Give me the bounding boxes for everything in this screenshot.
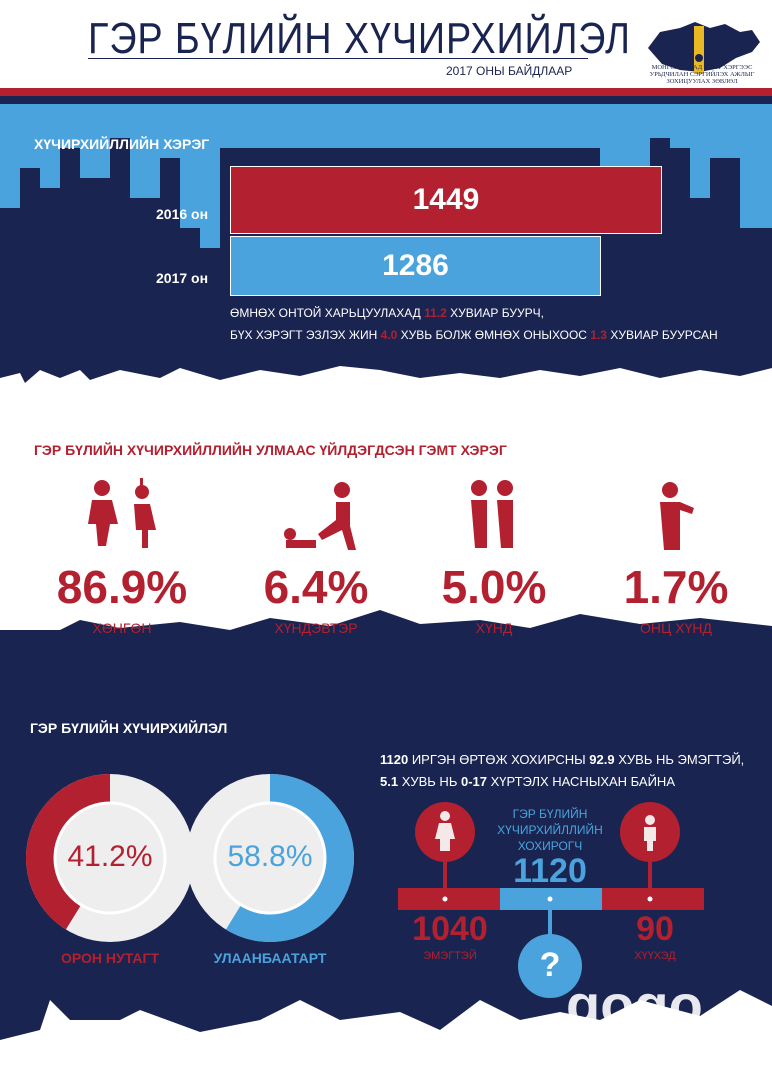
bar-2017: 1286: [230, 236, 601, 296]
children-label: ХҮҮХЭД: [634, 950, 676, 962]
city-value: 58.8%: [227, 840, 313, 873]
victims-note-line1: 1120 ИРГЭН ӨРТӨЖ ХОХИРСНЫ 92.9 ХУВЬ НЬ Э…: [380, 752, 745, 767]
severity-severe-label: ХҮНД: [475, 620, 513, 636]
logo-text: МОНГОЛ УЛСАД ГЭМТ ХЭРГЭЭС УРЬДЧИЛАН СЭРГ…: [649, 64, 755, 85]
victims-center-label: ГЭР БҮЛИЙН ХҮЧИРХИЙЛЛИЙН ХОХИРОГЧ: [497, 807, 603, 853]
severity-heading: ГЭР БҮЛИЙН ХҮЧИРХИЙЛЛИЙН УЛМААС ҮЙЛДЭГДС…: [34, 442, 507, 458]
severity-extreme-value: 1.7%: [623, 561, 729, 613]
navy-stripe: [0, 96, 772, 104]
women-count: 1040: [412, 910, 488, 948]
stab-icon: [660, 482, 694, 550]
crimes-note-line1: ӨМНӨХ ОНТОЙ ХАРЬЦУУЛАХАД 11.2 ХУВИАР БУУ…: [230, 306, 544, 320]
children-count: 90: [636, 910, 674, 948]
year-2017-label: 2017 он: [156, 270, 209, 286]
fight-icon: [471, 480, 513, 548]
severity-light-value: 86.9%: [56, 561, 188, 613]
woman-icon: [435, 811, 455, 851]
kick-icon: [284, 482, 356, 550]
skyline-bottom: [0, 990, 772, 1080]
watermark-news: NEWS: [690, 1024, 738, 1041]
unknown-circle: [518, 934, 582, 998]
victims-total: 1120: [513, 852, 587, 890]
crimes-note-line2: БҮХ ХЭРЭГТ ЭЗЛЭХ ЖИН 4.0 ХУВЬ БОЛЖ ӨМНӨХ…: [230, 328, 718, 342]
page-title: ГЭР БҮЛИЙН ХҮЧИРХИЙЛЭЛ: [88, 14, 631, 63]
severity-moderate-label: ХҮНДЭВТЭР: [274, 620, 358, 636]
year-2016-label: 2016 он: [156, 206, 209, 222]
red-stripe: [0, 88, 772, 96]
skyline-divider: [0, 610, 772, 645]
page-subtitle: 2017 ОНЫ БАЙДЛААР: [446, 64, 573, 78]
blue-stripe: [0, 104, 772, 108]
rural-value: 41.2%: [67, 840, 153, 873]
bar-2016: 1449: [230, 166, 662, 234]
severity-severe-value: 5.0%: [441, 561, 547, 613]
rural-label: ОРОН НУТАГТ: [60, 950, 160, 966]
child-icon: [644, 815, 656, 851]
watermark-logo: gogo: [566, 973, 703, 1036]
victims-diagram: [398, 802, 704, 998]
location-donuts: [25, 774, 355, 942]
mongolia-map-logo-icon: [648, 22, 760, 74]
severity-light-label: ХӨНГӨН: [92, 620, 152, 636]
victims-note-line2: 5.1 ХУВЬ НЬ 0-17 ХҮРТЭЛХ НАСНЫХАН БАЙНА: [380, 774, 675, 789]
severity-extreme-label: ОНЦ ХҮНД: [640, 620, 712, 636]
city-label: УЛААНБААТАРТ: [213, 950, 327, 966]
dispute-icon: [88, 478, 156, 548]
severity-moderate-value: 6.4%: [263, 561, 369, 613]
title-divider: [88, 58, 588, 59]
unknown-question-icon: ?: [539, 946, 561, 984]
location-heading: ГЭР БҮЛИЙН ХҮЧИРХИЙЛЭЛ: [30, 720, 228, 736]
women-label: ЭМЭГТЭЙ: [423, 950, 477, 962]
crimes-heading: ХҮЧИРХИЙЛЛИЙН ХЭРЭГ: [34, 136, 210, 152]
